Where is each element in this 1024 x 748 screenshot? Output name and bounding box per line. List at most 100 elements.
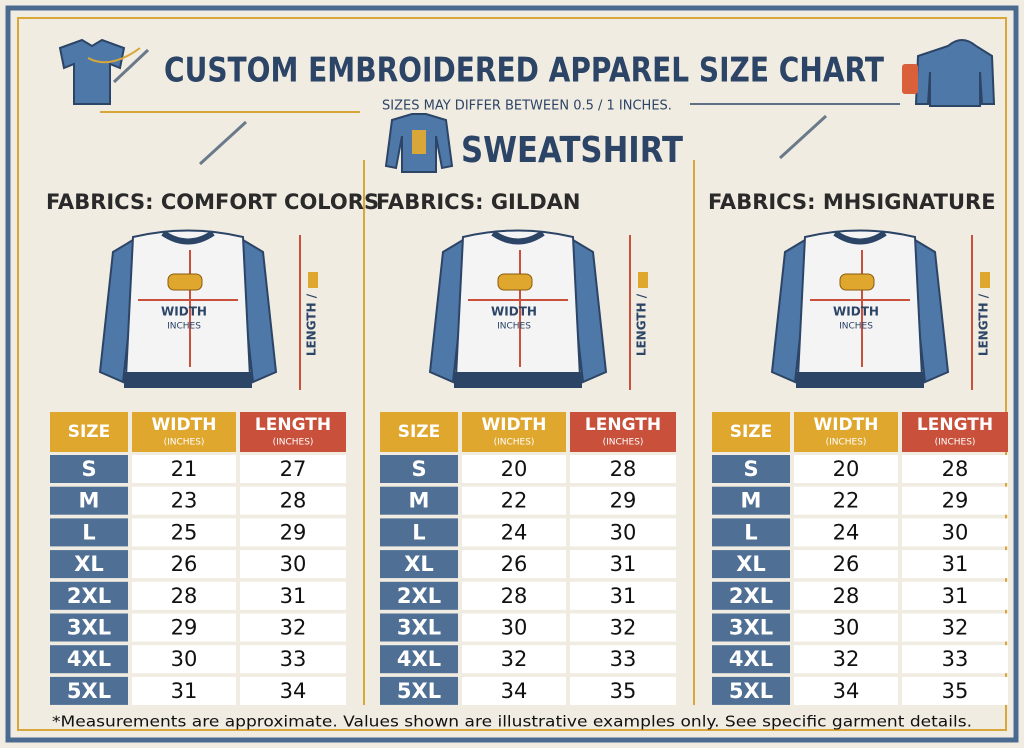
size: 2XL [397, 584, 441, 608]
value: 31 [610, 584, 637, 608]
size: 5XL [397, 679, 441, 703]
value-cell [570, 581, 676, 610]
size: XL [736, 552, 766, 576]
value-cell [902, 518, 1008, 547]
value-cell [902, 581, 1008, 610]
value-cell [902, 613, 1008, 642]
header-unit: (INCHES) [273, 438, 314, 448]
header-cell [380, 412, 458, 452]
value-cell [132, 645, 236, 674]
size: 5XL [729, 679, 773, 703]
value: 28 [171, 584, 198, 608]
hem [454, 372, 582, 388]
size: S [411, 457, 426, 481]
size-cell [50, 613, 128, 642]
size: S [81, 457, 96, 481]
width-unit: INCHES [839, 322, 873, 332]
header-label: SIZE [398, 422, 441, 442]
value: 26 [501, 552, 528, 576]
header-label: WIDTH [813, 415, 878, 435]
value-cell [132, 613, 236, 642]
spool [902, 64, 918, 94]
size-cell [712, 613, 790, 642]
value: 28 [833, 584, 860, 608]
value: 20 [833, 457, 860, 481]
header-label: WIDTH [151, 415, 216, 435]
value: 30 [833, 616, 860, 640]
value: 28 [280, 489, 307, 513]
value-cell [794, 645, 898, 674]
value-cell [132, 550, 236, 579]
header-cell [712, 412, 790, 452]
value: 32 [610, 616, 637, 640]
size-cell [380, 676, 458, 705]
value-cell [462, 676, 566, 705]
header-label: WIDTH [481, 415, 546, 435]
needle [198, 120, 248, 166]
value: 29 [942, 489, 969, 513]
size-cell [380, 613, 458, 642]
value: 22 [833, 489, 860, 513]
value-cell [240, 518, 346, 547]
width-unit: INCHES [497, 322, 531, 332]
hem [124, 372, 252, 388]
size-cell [50, 645, 128, 674]
body [454, 229, 582, 378]
value: 23 [171, 489, 198, 513]
size-cell [50, 518, 128, 547]
header-unit: (INCHES) [164, 438, 205, 448]
size-cell [712, 455, 790, 483]
value-cell [902, 550, 1008, 579]
size-cell [50, 486, 128, 515]
value: 26 [833, 552, 860, 576]
value: 33 [280, 647, 307, 671]
header-label: SIZE [68, 422, 111, 442]
size-cell [380, 486, 458, 515]
needle [778, 114, 828, 160]
value-cell [462, 518, 566, 547]
tape [497, 273, 533, 291]
value-cell [462, 645, 566, 674]
value: 21 [171, 457, 198, 481]
size-cell [712, 550, 790, 579]
size-cell [380, 455, 458, 483]
value-cell [240, 581, 346, 610]
width-label: WIDTH [833, 305, 879, 319]
value: 24 [501, 520, 528, 544]
body [796, 229, 924, 378]
value: 29 [280, 520, 307, 544]
value-cell [240, 645, 346, 674]
header-cell [902, 412, 1008, 452]
value: 32 [501, 647, 528, 671]
fabric-label: FABRICS: COMFORT COLORS [46, 190, 379, 214]
size-cell [50, 581, 128, 610]
value: 32 [833, 647, 860, 671]
value: 31 [280, 584, 307, 608]
value-cell [132, 455, 236, 483]
value: 34 [280, 679, 307, 703]
value-cell [240, 550, 346, 579]
tape [839, 273, 875, 291]
value-cell [240, 676, 346, 705]
hem [796, 372, 924, 388]
size-cell [380, 518, 458, 547]
size: 5XL [67, 679, 111, 703]
size: 3XL [397, 616, 441, 640]
width-unit: INCHES [167, 322, 201, 332]
value-cell [794, 676, 898, 705]
size: XL [74, 552, 104, 576]
value-cell [462, 486, 566, 515]
header-cell [240, 412, 346, 452]
inner-border [17, 17, 1007, 731]
size-cell [380, 645, 458, 674]
value: 35 [942, 679, 969, 703]
header-label: SIZE [730, 422, 773, 442]
value: 24 [833, 520, 860, 544]
value: 31 [171, 679, 198, 703]
value: 33 [610, 647, 637, 671]
ruler [980, 272, 990, 288]
value: 27 [280, 457, 307, 481]
value-cell [462, 581, 566, 610]
width-label: WIDTH [491, 305, 537, 319]
